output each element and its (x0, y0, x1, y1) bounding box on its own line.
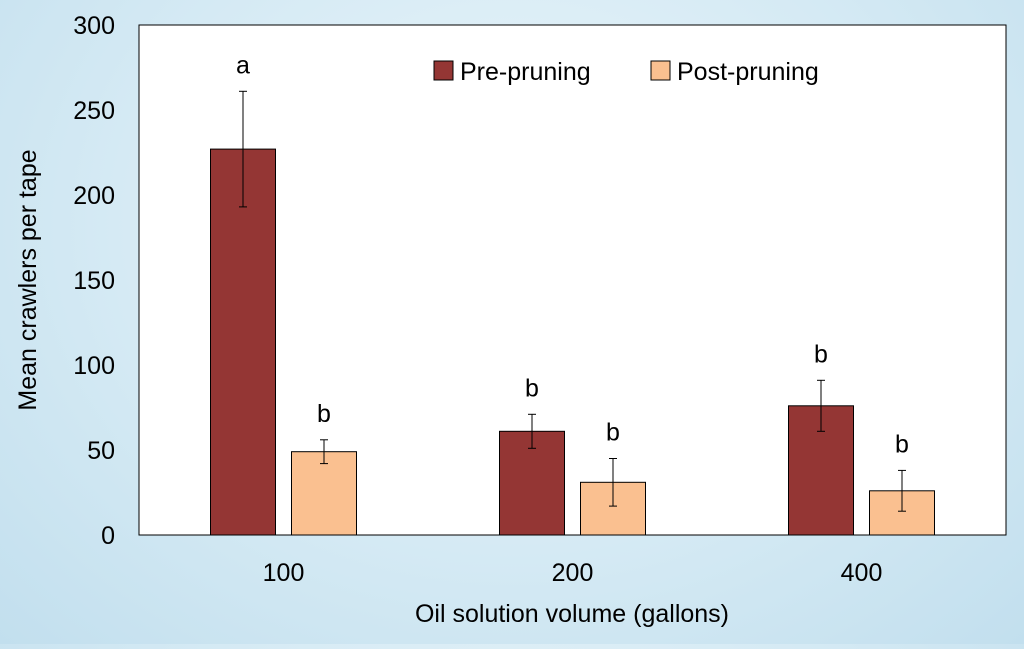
y-tick-label: 50 (87, 437, 115, 465)
y-axis-ticks: 0 50 100 150 200 250 300 (73, 12, 115, 550)
y-tick-label: 300 (73, 12, 115, 40)
x-tick-label: 200 (552, 559, 594, 587)
x-axis-ticks: 100 200 400 (263, 559, 883, 587)
bar (580, 481, 646, 536)
x-tick-label: 400 (841, 559, 883, 587)
y-tick-label: 100 (73, 352, 115, 380)
bar (291, 451, 357, 536)
legend-label: Pre-pruning (460, 58, 591, 86)
legend: Pre-pruning Post-pruning (433, 58, 819, 86)
y-axis-label: Mean crawlers per tape (14, 149, 42, 410)
significance-letter: b (317, 400, 331, 428)
x-tick-label: 100 (263, 559, 305, 587)
legend-label: Post-pruning (677, 58, 819, 86)
y-tick-label: 200 (73, 182, 115, 210)
error-bars (239, 90, 906, 512)
plot-area (138, 24, 1007, 536)
significance-letter: a (236, 51, 250, 79)
significance-letter: b (606, 419, 620, 447)
legend-swatch (650, 60, 671, 81)
significance-letter: b (525, 374, 539, 402)
y-tick-label: 150 (73, 267, 115, 295)
bar (210, 148, 276, 536)
x-axis-label: Oil solution volume (gallons) (415, 600, 729, 628)
significance-letters: a b b b b b (236, 51, 909, 458)
significance-letter: b (814, 340, 828, 368)
significance-letter: b (895, 430, 909, 458)
legend-swatch (433, 60, 454, 81)
y-tick-label: 250 (73, 97, 115, 125)
y-tick-label: 0 (101, 522, 115, 550)
